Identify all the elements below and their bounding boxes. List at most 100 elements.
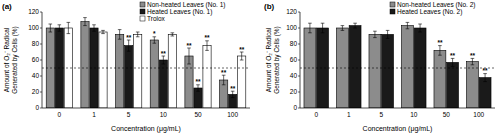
error-bar [171,33,175,36]
x-tick-label: 10 [160,111,168,118]
bar [466,62,478,108]
reference-line [300,68,495,69]
error-bar [373,31,377,37]
bar [238,56,246,108]
significance-mark: ** [483,67,489,74]
error-bar [136,32,140,37]
error-cap [101,33,105,34]
error-line [103,30,104,33]
y-axis-label: Amount of O₂⁻ RadicalGenerated by Cells … [3,26,19,94]
error-line [387,30,388,38]
plot-area [300,22,495,108]
error-cap [308,23,312,24]
error-line [241,52,242,60]
error-cap [353,23,357,24]
bar [150,40,158,108]
x-tick-label: 0 [58,111,62,118]
error-cap [101,30,105,31]
significance-mark: ** [204,34,210,41]
x-axis [42,108,250,109]
bar [134,34,142,108]
error-bar [101,30,105,33]
error-cap [92,31,96,32]
error-bar [67,22,71,33]
y-axis [300,12,301,108]
legend-label: Trolox [147,15,166,22]
error-bar [205,41,209,51]
bar [99,32,107,108]
x-tick-label: 50 [194,111,202,118]
error-cap [451,66,455,67]
x-tick-label: 0 [314,111,318,118]
x-tick-label: 10 [410,111,418,118]
legend: Non-heated Leaves (No. 2)Heated Leaves (… [390,1,475,16]
y-tick-label: 100 [286,24,297,31]
error-cap [341,30,345,31]
error-cap [153,43,157,44]
legend-swatch [140,9,145,14]
error-line [84,18,85,26]
error-cap [118,29,122,30]
significance-mark: ** [450,52,456,59]
error-cap [222,84,226,85]
error-bar [153,37,157,43]
y-tick-label: 20 [32,88,40,95]
error-cap [127,51,131,52]
error-line [485,74,486,82]
x-axis-label: Concentration (μg/mL) [111,125,181,133]
bar [349,26,361,108]
error-cap [406,22,410,23]
error-cap [471,64,475,65]
error-bar [83,18,87,26]
error-bar [187,48,191,64]
legend-swatch [140,16,145,21]
significance-mark: ** [239,46,245,53]
error-cap [162,64,166,65]
error-cap [321,23,325,24]
error-line [128,40,129,51]
bar [336,28,348,108]
error-cap [386,30,390,31]
y-axis-label-line: Generated by Cells (%) [11,26,19,94]
bar [203,46,211,108]
panel-label: (b) [264,2,275,11]
error-cap [438,55,442,56]
error-cap [386,38,390,39]
error-bar [308,23,312,33]
x-axis [300,108,495,109]
error-cap [83,25,87,26]
y-axis [42,12,43,108]
significance-mark: ** [126,34,132,41]
error-line [172,33,173,36]
error-cap [136,32,140,33]
error-cap [49,24,53,25]
x-tick-label: 5 [127,111,131,118]
panel: (a) Amount of O₂⁻ RadicalGenerated by Cel… [2,1,250,133]
significance-mark: ** [221,69,227,76]
figure: (a) Amount of O₂⁻ RadicalGenerated by Cel… [0,0,500,135]
panel-label: (a) [2,2,12,11]
error-cap [136,36,140,37]
bar [185,56,193,108]
error-line [207,41,208,51]
error-line [309,23,310,33]
bar [194,88,202,108]
error-line [355,23,356,28]
error-bar [222,75,226,85]
significance-mark: ** [437,39,443,46]
error-bar [196,85,200,91]
error-line [342,26,343,31]
error-cap [418,24,422,25]
error-line [472,58,473,64]
x-tick-label: 100 [227,111,238,118]
error-cap [308,32,312,33]
bar [116,34,124,108]
bar [479,78,491,108]
error-bar [406,22,410,28]
y-tick-label: 80 [32,40,40,47]
y-tick-label: 40 [32,72,40,79]
y-tick-label: 80 [290,40,298,47]
error-bar [341,26,345,31]
error-line [420,24,421,32]
error-cap [353,28,357,29]
